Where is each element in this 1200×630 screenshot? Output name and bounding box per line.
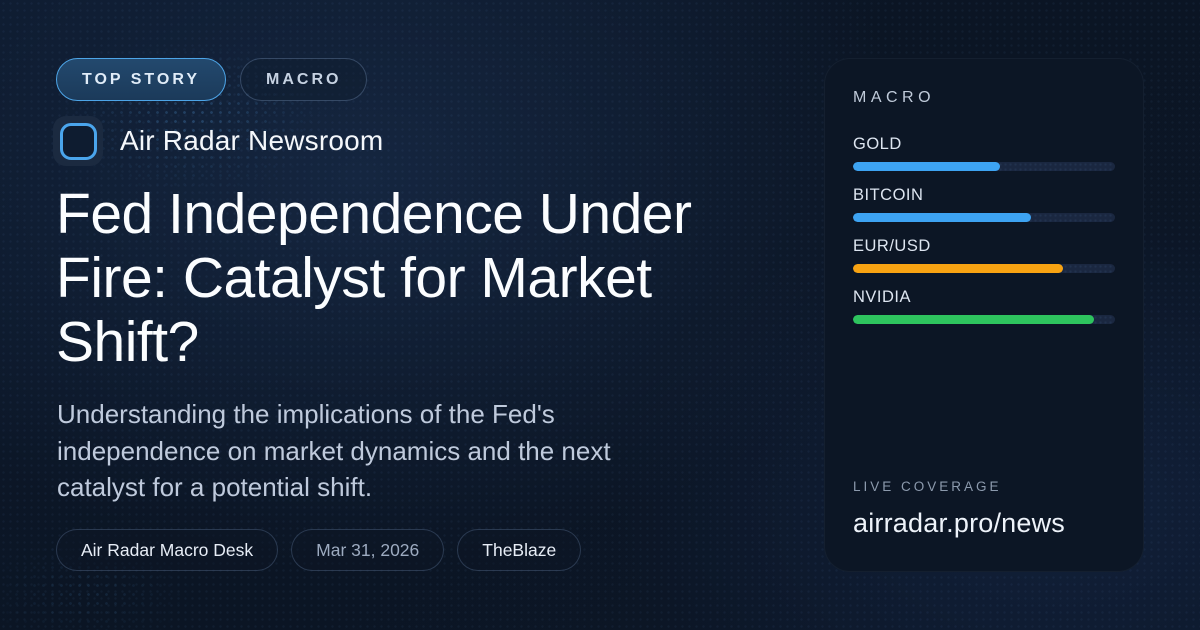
rounded-square-outline-icon bbox=[59, 122, 97, 160]
subtitle: Understanding the implications of the Fe… bbox=[57, 399, 611, 502]
ticker-label: GOLD bbox=[853, 135, 902, 153]
ticker-bar-track bbox=[853, 162, 1115, 171]
live-coverage-label: LIVE COVERAGE bbox=[853, 479, 1002, 494]
air-radar-logo-icon bbox=[53, 116, 103, 166]
coverage-url[interactable]: airradar.pro/news bbox=[853, 508, 1066, 538]
macro-badge[interactable]: MACRO bbox=[240, 58, 368, 101]
author-pill[interactable]: Air Radar Macro Desk bbox=[56, 529, 279, 571]
ticker-row-gold: GOLD bbox=[853, 135, 1115, 171]
ticker-bar-track bbox=[853, 315, 1115, 324]
badge-row: TOP STORY MACRO bbox=[56, 58, 368, 101]
top-story-badge[interactable]: TOP STORY bbox=[56, 58, 226, 101]
macro-sidebar-card: MACRO GOLD BITCOIN EUR/USD NVIDIA bbox=[824, 58, 1144, 572]
brand-name: Air Radar Newsroom bbox=[120, 125, 384, 156]
ticker-bar-fill bbox=[853, 162, 1000, 171]
ticker-label: NVIDIA bbox=[853, 288, 912, 306]
headline: Fed Independence Under Fire: Catalyst fo… bbox=[56, 182, 692, 374]
ticker-row-nvidia: NVIDIA bbox=[853, 288, 1115, 324]
ticker-bar-track bbox=[853, 213, 1115, 222]
ticker-bar-track bbox=[853, 264, 1115, 273]
date-pill[interactable]: Mar 31, 2026 bbox=[291, 529, 445, 571]
ticker-bar-fill bbox=[853, 213, 1032, 222]
ticker-row-eurusd: EUR/USD bbox=[853, 237, 1115, 273]
meta-row: Air Radar Macro Desk Mar 31, 2026 TheBla… bbox=[56, 529, 582, 571]
source-pill[interactable]: TheBlaze bbox=[457, 529, 582, 571]
ticker-bar-fill bbox=[853, 264, 1063, 273]
ticker-row-bitcoin: BITCOIN bbox=[853, 186, 1115, 222]
ticker-label: BITCOIN bbox=[853, 186, 924, 204]
sidebar-footer: LIVE COVERAGE airradar.pro/news bbox=[853, 479, 1115, 539]
ticker-bar-fill bbox=[853, 315, 1095, 324]
sidebar-title: MACRO bbox=[853, 89, 936, 106]
brand-row: Air Radar Newsroom bbox=[53, 116, 383, 166]
ticker-label: EUR/USD bbox=[853, 237, 931, 255]
